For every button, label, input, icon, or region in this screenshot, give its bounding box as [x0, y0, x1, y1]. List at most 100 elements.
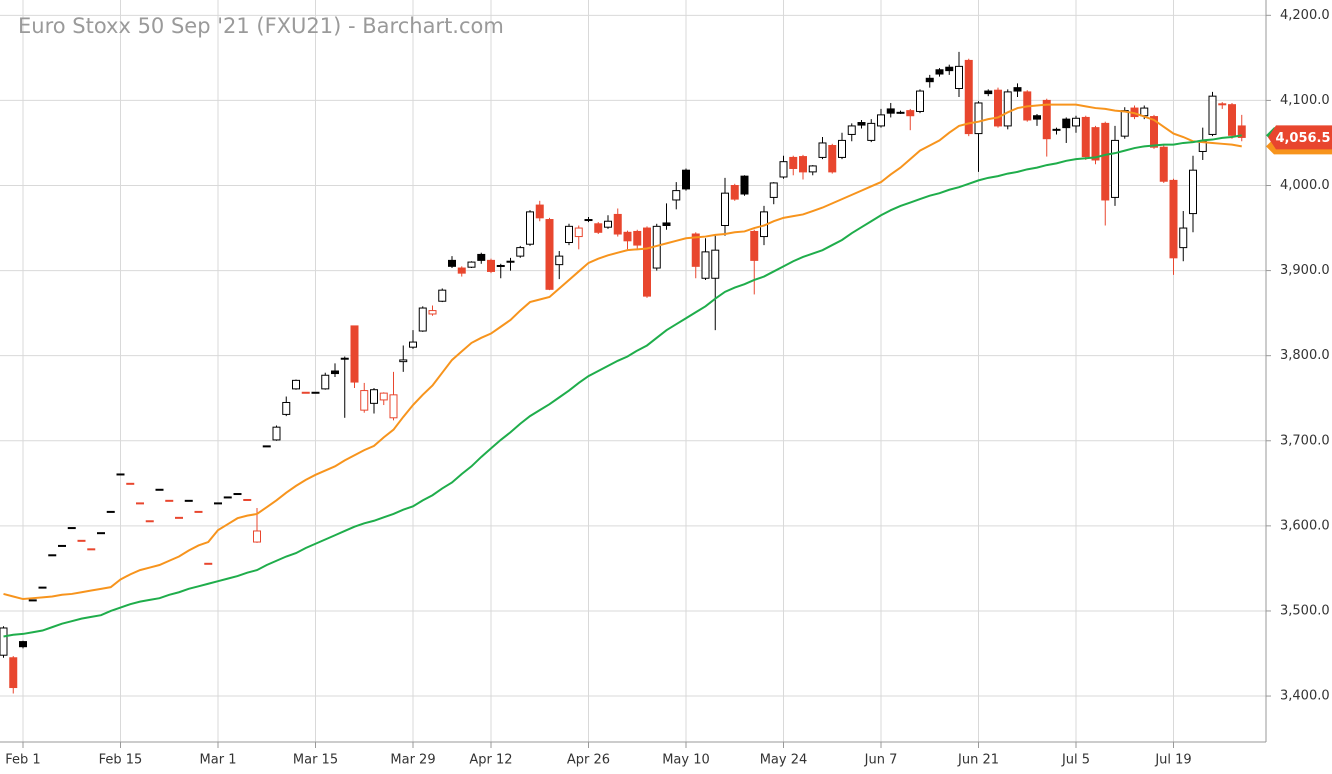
candle-body: [467, 261, 476, 268]
candle-body: [331, 370, 339, 375]
candle-body: [116, 473, 125, 476]
candle-body: [155, 488, 164, 491]
candle-body: [1062, 118, 1071, 129]
candle-body: [633, 230, 642, 246]
candle-body: [545, 219, 554, 290]
candle-body: [1140, 107, 1149, 117]
candle-body: [594, 223, 603, 233]
candle-body: [584, 219, 593, 222]
candle-body: [955, 65, 963, 89]
candle-body: [1169, 179, 1178, 259]
candle-body: [67, 527, 76, 530]
candle-body: [253, 530, 261, 543]
candle-body: [409, 341, 417, 348]
candle-body: [370, 389, 378, 404]
candle-body: [994, 89, 1002, 127]
candle-body: [243, 498, 252, 501]
candle-body: [1003, 91, 1012, 127]
y-tick-label: 4,200.0: [1280, 8, 1330, 23]
x-tick-label: Jun 21: [957, 753, 999, 768]
candle-body: [1101, 122, 1110, 201]
candle-body: [945, 66, 954, 72]
candle-body: [818, 142, 827, 158]
candle-body: [984, 90, 993, 95]
x-tick-label: May 24: [760, 753, 808, 768]
candle-body: [711, 249, 720, 279]
candle-body: [1081, 116, 1090, 158]
chart-title: Euro Stoxx 50 Sep '21 (FXU21) - Barchart…: [18, 14, 504, 38]
candle-body: [701, 251, 710, 279]
candle-body: [418, 307, 427, 332]
x-tick-label: Jun 7: [864, 753, 898, 768]
candle-body: [223, 496, 232, 499]
candle-body: [1179, 227, 1188, 249]
candle-body: [292, 379, 300, 390]
candle-body: [448, 259, 456, 267]
candle-body: [1208, 95, 1217, 135]
x-tick-label: Mar 15: [293, 753, 338, 768]
candle-body: [438, 289, 447, 302]
candle-body: [360, 390, 369, 411]
candle-body: [194, 510, 203, 513]
candle-body: [877, 114, 885, 127]
moving-average-line: [3, 103, 1242, 601]
candle-body: [477, 253, 486, 261]
moving-average-line: [3, 134, 1242, 638]
candle-body: [145, 520, 154, 523]
candle-body: [730, 185, 739, 200]
candle-body: [340, 357, 349, 360]
candle-body: [204, 562, 213, 565]
tags: 4,056.5: [1266, 125, 1332, 155]
candle-body: [321, 374, 330, 390]
candle-body: [175, 516, 183, 519]
candle-body: [682, 169, 690, 190]
candle-body: [1218, 103, 1227, 106]
candle-body: [867, 122, 876, 141]
candle-body: [1052, 128, 1061, 131]
candle-body: [1111, 139, 1119, 198]
candle-body: [808, 165, 817, 173]
candle-body: [886, 108, 895, 114]
last-price-tag: [1268, 125, 1332, 150]
last-price-label: 4,056.5: [1275, 131, 1330, 146]
candle-body: [1120, 110, 1129, 137]
candle-body: [721, 192, 729, 226]
candle-body: [799, 156, 807, 173]
candle-body: [964, 59, 973, 135]
candle-body: [516, 247, 525, 257]
candle-body: [184, 499, 193, 502]
x-tick-label: Feb 15: [99, 753, 143, 768]
candle-body: [1013, 87, 1022, 92]
candle-body: [272, 426, 281, 441]
candle-body: [28, 599, 37, 602]
candle-body: [526, 211, 534, 245]
candle-body: [38, 586, 47, 589]
candle-body: [0, 627, 8, 656]
x-tick-label: Apr 12: [469, 753, 512, 768]
candle-body: [672, 190, 681, 201]
candle-body: [623, 231, 632, 242]
candle-body: [379, 392, 388, 401]
candle-body: [457, 267, 466, 274]
candle-body: [233, 493, 242, 496]
candle-body: [389, 394, 398, 419]
x-tick-label: May 10: [662, 753, 710, 768]
candle-body: [847, 125, 856, 135]
candle-body: [77, 539, 86, 542]
candle-body: [87, 548, 96, 551]
x-tick-label: Apr 26: [567, 753, 610, 768]
candle-body: [555, 255, 564, 266]
candle-body: [496, 264, 505, 267]
candle-body: [750, 230, 759, 261]
x-tick-label: Mar 29: [390, 753, 435, 768]
candle-body: [916, 90, 924, 112]
candle-body: [769, 182, 778, 198]
candle-body: [165, 499, 174, 502]
y-tick-label: 3,500.0: [1280, 603, 1330, 618]
candle-body: [48, 554, 57, 557]
candle-body: [1159, 146, 1168, 182]
candle-body: [9, 657, 18, 689]
candle-body: [662, 222, 671, 226]
candle-body: [925, 77, 934, 83]
